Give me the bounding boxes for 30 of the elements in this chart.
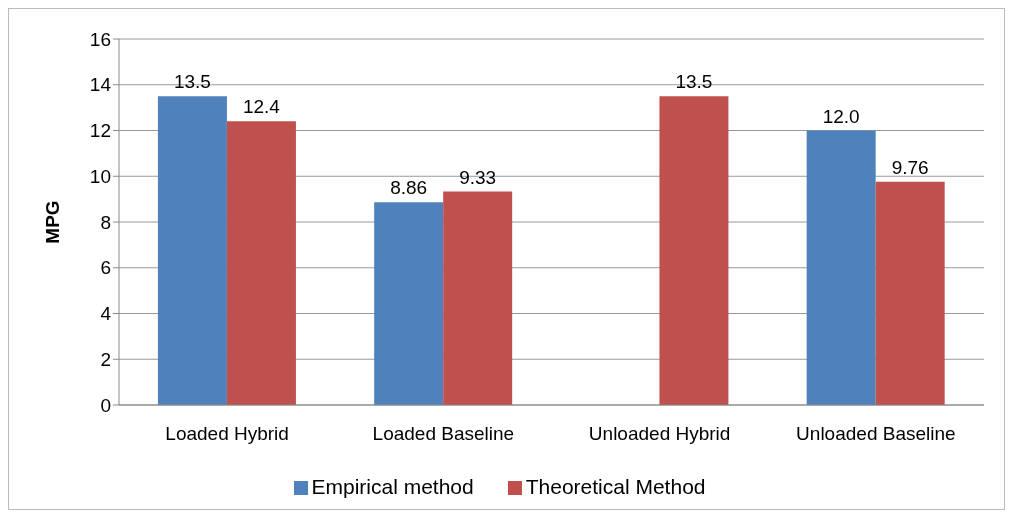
y-tick-label: 4: [100, 303, 112, 325]
y-tick-label: 10: [89, 165, 111, 187]
data-label: 13.5: [173, 71, 211, 93]
x-tick-label: Unloaded Hybrid: [588, 423, 731, 445]
y-tick-label: 16: [89, 28, 111, 50]
legend-label: Empirical method: [311, 475, 474, 498]
bar: [157, 96, 227, 405]
data-label: 8.86: [390, 177, 428, 199]
y-tick-label: 12: [89, 120, 111, 142]
data-label: 9.33: [459, 166, 497, 188]
x-tick-label: Loaded Hybrid: [165, 423, 289, 445]
bar: [226, 121, 296, 405]
y-tick-label: 6: [100, 257, 111, 279]
x-tick-label: Loaded Baseline: [372, 423, 515, 445]
y-tick-label: 8: [100, 211, 111, 233]
data-label: 9.76: [891, 156, 929, 178]
y-tick-label: 14: [89, 74, 112, 96]
data-label: 12.0: [822, 105, 860, 127]
bar: [374, 202, 444, 405]
bar: [875, 181, 945, 405]
y-tick-label: 2: [100, 348, 111, 370]
data-label: 12.4: [242, 96, 281, 118]
data-label: 13.5: [675, 71, 713, 93]
y-axis-title: MPG: [41, 200, 63, 244]
y-tick-label: 0: [100, 394, 111, 416]
bar: [659, 96, 729, 405]
x-tick-label: Unloaded Baseline: [796, 423, 956, 445]
bar: [443, 191, 513, 405]
bar: [806, 130, 876, 405]
legend-label: Theoretical Method: [525, 475, 706, 498]
